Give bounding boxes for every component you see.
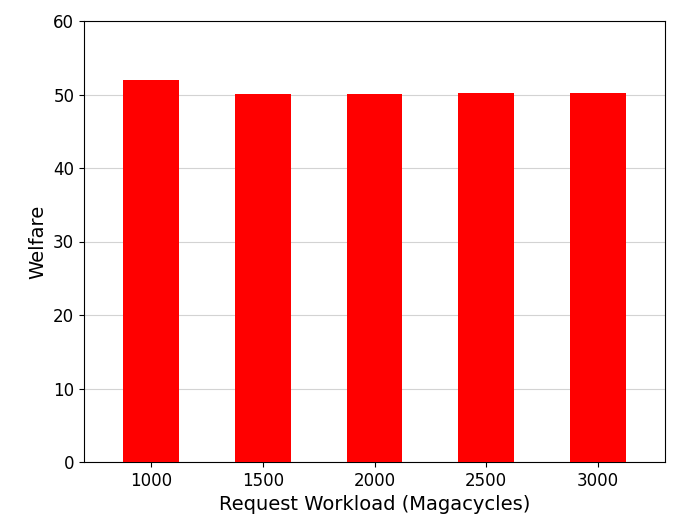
Y-axis label: Welfare: Welfare <box>29 204 48 279</box>
Bar <box>123 80 179 462</box>
Bar <box>346 94 402 462</box>
X-axis label: Request Workload (Magacycles): Request Workload (Magacycles) <box>219 495 530 514</box>
Bar <box>570 93 626 462</box>
Bar <box>234 94 290 462</box>
Bar <box>458 93 514 462</box>
